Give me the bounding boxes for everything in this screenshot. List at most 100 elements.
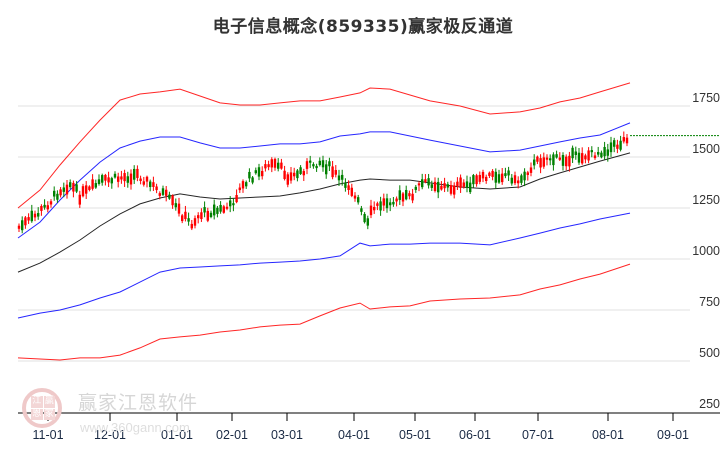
- y-tick-label: 1000: [692, 244, 720, 258]
- x-tick-label: 08-01: [592, 428, 624, 442]
- candle-body: [40, 205, 43, 211]
- candle-body: [459, 177, 462, 188]
- candle-body: [590, 150, 593, 153]
- candle-body: [120, 176, 123, 180]
- candle-body: [145, 176, 149, 182]
- candle-body: [549, 158, 552, 161]
- candle-body: [289, 172, 293, 181]
- candle-body: [347, 185, 350, 191]
- candle-body: [424, 179, 427, 182]
- candle-body: [478, 174, 481, 182]
- candle-body: [110, 178, 113, 184]
- candle-body: [104, 174, 107, 181]
- candle-body: [526, 172, 529, 175]
- candle-body: [299, 167, 302, 174]
- candle-body: [581, 153, 584, 164]
- candle-body: [334, 170, 337, 175]
- candle-body: [405, 189, 408, 200]
- candle-body: [187, 218, 190, 222]
- candle-body: [574, 151, 577, 156]
- candle-body: [341, 174, 344, 180]
- candle-body: [328, 161, 331, 167]
- candle-body: [408, 193, 411, 197]
- candle-body: [129, 173, 133, 185]
- candle-body: [155, 186, 158, 191]
- candle-body: [254, 170, 257, 174]
- candle-body: [53, 190, 56, 197]
- candle-body: [417, 183, 421, 186]
- candle-body: [190, 223, 193, 229]
- channel-line: [17, 212, 631, 319]
- candle-body: [539, 158, 542, 168]
- candle-body: [603, 146, 606, 157]
- candle-body: [245, 182, 248, 187]
- candle-body: [481, 171, 485, 179]
- candle-body: [318, 160, 321, 166]
- candle-body: [385, 198, 389, 209]
- candle-body: [533, 159, 536, 166]
- candle-body: [597, 152, 600, 155]
- candle-body: [49, 201, 53, 205]
- candle-body: [222, 206, 225, 213]
- candle-body: [152, 182, 155, 187]
- candle-body: [181, 215, 184, 222]
- candle-body: [62, 187, 65, 192]
- x-tick-label: 11-01: [32, 428, 64, 442]
- candle-body: [353, 195, 357, 199]
- candle-body: [398, 190, 401, 200]
- x-tick-label: 03-01: [271, 428, 303, 442]
- candle-body: [622, 137, 625, 142]
- candle-body: [241, 181, 245, 189]
- candle-body: [139, 178, 142, 181]
- candle-body: [344, 182, 347, 188]
- candle-body: [555, 154, 558, 158]
- candle-body: [571, 147, 574, 159]
- channel-line: [17, 152, 631, 273]
- candle-body: [520, 175, 523, 183]
- candle-body: [584, 155, 587, 160]
- candle-body: [277, 162, 280, 169]
- logo-char: 恩: [31, 408, 43, 420]
- candle-body: [369, 205, 373, 216]
- candle-body: [293, 172, 296, 177]
- candle-body: [200, 212, 203, 220]
- candle-body: [501, 173, 504, 183]
- candle-body: [325, 164, 328, 175]
- candle-body: [69, 182, 72, 188]
- candle-body: [94, 183, 97, 188]
- candle-body: [97, 179, 101, 184]
- watermark-brand: 赢家江恩软件: [78, 392, 199, 414]
- candle-body: [513, 175, 517, 184]
- candle-body: [510, 177, 513, 184]
- candle-body: [337, 175, 341, 181]
- candle-body: [331, 166, 334, 178]
- y-tick-label: 750: [699, 295, 720, 309]
- x-tick-label: 02-01: [216, 428, 248, 442]
- candle-body: [232, 203, 235, 206]
- x-axis: [18, 412, 720, 421]
- candle-body: [437, 181, 440, 193]
- candle-body: [625, 137, 629, 144]
- candle-body: [587, 150, 590, 161]
- candle-body: [462, 182, 465, 187]
- candle-body: [542, 157, 545, 167]
- candle-body: [46, 205, 49, 210]
- candle-body: [197, 215, 200, 219]
- candle-body: [264, 164, 267, 169]
- candle-body: [209, 212, 213, 218]
- candle-body: [43, 204, 46, 208]
- candle-body: [456, 181, 459, 187]
- logo-char: 赢: [43, 396, 55, 408]
- candle-body: [273, 158, 277, 168]
- candle-body: [606, 149, 609, 156]
- candle-body: [312, 164, 315, 167]
- watermark-url: www.360gann.com: [80, 420, 190, 435]
- candle-body: [75, 184, 78, 192]
- candle-body: [488, 172, 491, 176]
- candle-body: [382, 198, 385, 206]
- candle-body: [168, 194, 171, 199]
- candle-body: [619, 140, 622, 150]
- x-tick-label: 05-01: [399, 428, 431, 442]
- candle-body: [430, 184, 433, 188]
- y-tick-label: 1750: [692, 91, 720, 105]
